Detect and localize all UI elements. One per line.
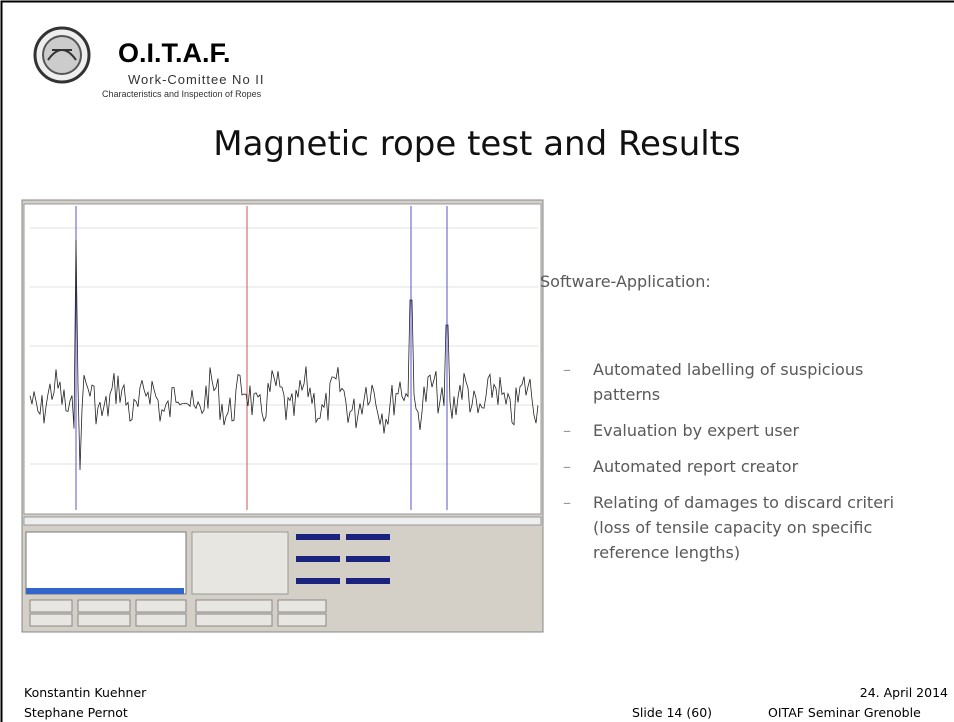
bullet-dash: – <box>563 493 571 512</box>
software-screenshot <box>21 199 544 633</box>
bullet-text: Relating of damages to discard criteri <box>593 493 895 512</box>
logo <box>33 26 91 84</box>
bullet-text: patterns <box>593 385 661 404</box>
bullet-text: Automated labelling of suspicious <box>593 360 864 379</box>
author: Konstantin Kuehner <box>24 685 147 700</box>
slide-title: Magnetic rope test and Results <box>213 124 741 164</box>
content-heading: Software-Application: <box>540 272 711 291</box>
author: Stephane Pernot <box>24 705 128 720</box>
bullet-text: Automated report creator <box>593 457 799 476</box>
bullet-dash: – <box>563 457 571 476</box>
bullet-text: reference lengths) <box>593 543 741 562</box>
bullet-dash: – <box>563 360 571 379</box>
org-subtitle: Characteristics and Inspection of Ropes <box>102 89 262 99</box>
org-name: O.I.T.A.F. <box>118 38 231 68</box>
date: 24. April 2014 <box>859 685 948 700</box>
bullet-text: (loss of tensile capacity on specific <box>593 518 873 537</box>
slide-number: Slide 14 (60) <box>632 705 713 720</box>
bullet-text: Evaluation by expert user <box>593 421 800 440</box>
event: OITAF Seminar Grenoble <box>768 705 921 720</box>
committee: Work-Comittee No II <box>128 72 265 87</box>
bullet-dash: – <box>563 421 571 440</box>
